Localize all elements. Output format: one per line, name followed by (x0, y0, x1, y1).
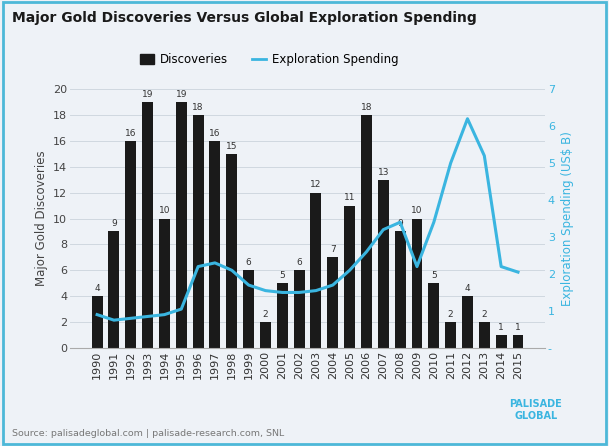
Bar (327, 257, 338, 348)
Bar (108, 231, 119, 348)
Text: 12: 12 (310, 181, 322, 190)
Bar (243, 270, 254, 348)
Bar (462, 296, 473, 348)
Text: 11: 11 (344, 194, 356, 202)
Text: 9: 9 (397, 219, 403, 228)
Bar (209, 141, 220, 348)
Text: 6: 6 (296, 258, 302, 267)
Text: 10: 10 (411, 206, 423, 215)
Text: 18: 18 (361, 103, 372, 112)
Text: 9: 9 (111, 219, 117, 228)
Bar (277, 283, 288, 348)
Bar (378, 180, 389, 348)
Bar (445, 322, 456, 348)
Bar (159, 219, 170, 348)
Bar (428, 283, 439, 348)
Bar (361, 115, 372, 348)
Text: 5: 5 (280, 271, 285, 280)
Text: 7: 7 (330, 245, 336, 254)
Text: Major Gold Discoveries Versus Global Exploration Spending: Major Gold Discoveries Versus Global Exp… (12, 11, 477, 25)
Y-axis label: Exploration Spending (US$ B): Exploration Spending (US$ B) (560, 131, 574, 306)
Bar (513, 335, 524, 348)
Text: 13: 13 (378, 168, 389, 177)
Bar (395, 231, 406, 348)
Text: 16: 16 (209, 129, 220, 138)
Text: 6: 6 (246, 258, 252, 267)
Bar (496, 335, 507, 348)
Bar (227, 154, 238, 348)
Bar (192, 115, 203, 348)
Text: 2: 2 (482, 310, 487, 319)
Text: 2: 2 (448, 310, 454, 319)
Bar (344, 206, 355, 348)
Bar (412, 219, 423, 348)
Text: 4: 4 (465, 284, 470, 293)
Text: 2: 2 (262, 310, 269, 319)
Text: 16: 16 (125, 129, 136, 138)
Bar (294, 270, 304, 348)
Text: 1: 1 (515, 323, 521, 332)
Text: 5: 5 (431, 271, 437, 280)
Text: Source: palisadeglobal.com | palisade-research.com, SNL: Source: palisadeglobal.com | palisade-re… (12, 429, 284, 438)
Text: 18: 18 (192, 103, 204, 112)
Text: 19: 19 (175, 90, 187, 99)
Text: 10: 10 (159, 206, 170, 215)
Bar (125, 141, 136, 348)
Bar (142, 102, 153, 348)
Text: 1: 1 (498, 323, 504, 332)
Bar (479, 322, 490, 348)
Bar (311, 193, 322, 348)
Text: 19: 19 (142, 90, 153, 99)
Legend: Discoveries, Exploration Spending: Discoveries, Exploration Spending (136, 49, 404, 71)
Y-axis label: Major Gold Discoveries: Major Gold Discoveries (35, 151, 48, 286)
Text: 15: 15 (226, 142, 238, 151)
Bar (176, 102, 187, 348)
Bar (260, 322, 271, 348)
Bar (91, 296, 102, 348)
Text: 4: 4 (94, 284, 100, 293)
Text: PALISADE
GLOBAL: PALISADE GLOBAL (510, 399, 562, 421)
